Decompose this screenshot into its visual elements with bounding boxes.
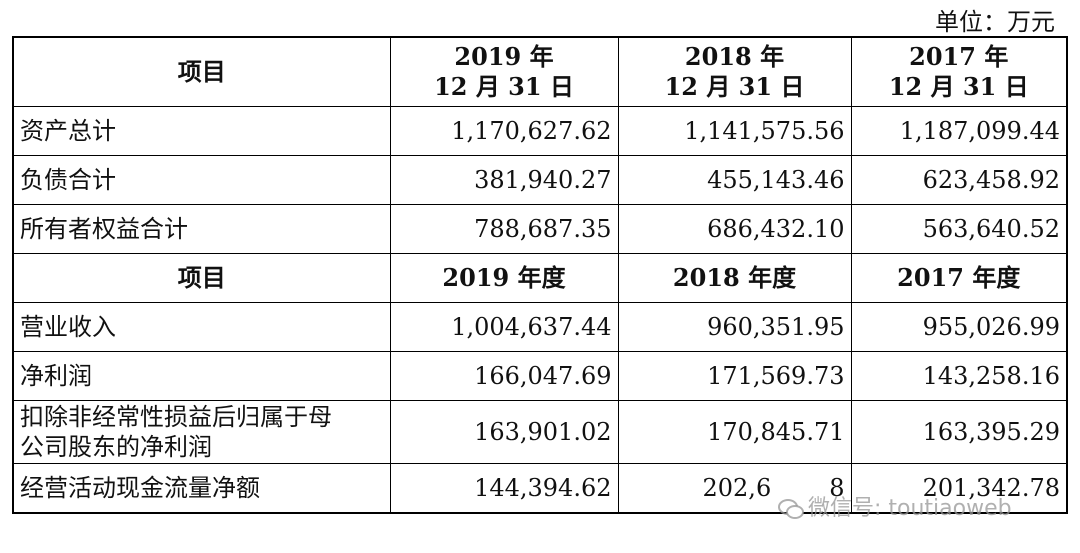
- row-label: 所有者权益合计: [12, 204, 391, 254]
- table-header-row: 项目 2019 年 12 月 31 日 2018 年 12 月 31 日 2017 …: [12, 36, 1068, 107]
- cell-2017: 143,258.16: [850, 351, 1068, 401]
- row-label: 资产总计: [12, 106, 391, 156]
- header-col-2019: 2019 年 12 月 31 日: [389, 36, 619, 107]
- cell-2018: 202,6 8: [617, 463, 852, 514]
- cell-2019: 166,047.69: [389, 351, 619, 401]
- cell-2018: 686,432.10: [617, 204, 852, 254]
- table-row: 净利润 166,047.69 171,569.73 143,258.16: [12, 351, 1068, 401]
- cell-2019: 1,004,637.44: [389, 302, 619, 352]
- row-label: 经营活动现金流量净额: [12, 463, 391, 514]
- table-row: 负债合计 381,940.27 455,143.46 623,458.92: [12, 155, 1068, 205]
- subheader-col-2017: 2017 年度: [850, 253, 1068, 303]
- row-label: 营业收入: [12, 302, 391, 352]
- header-col-2017: 2017 年 12 月 31 日: [850, 36, 1068, 107]
- cell-2018: 170,845.71: [617, 400, 852, 464]
- cell-2019: 144,394.62: [389, 463, 619, 514]
- table-row: 扣除非经常性损益后归属于母 公司股东的净利润 163,901.02 170,845…: [12, 400, 1068, 464]
- cell-2018: 171,569.73: [617, 351, 852, 401]
- subheader-col-2019: 2019 年度: [389, 253, 619, 303]
- header-item: 项目: [12, 36, 391, 107]
- cell-2019: 788,687.35: [389, 204, 619, 254]
- cell-2019: 163,901.02: [389, 400, 619, 464]
- table-row: 经营活动现金流量净额 144,394.62 202,6 8 201,342.78: [12, 463, 1068, 514]
- row-label: 净利润: [12, 351, 391, 401]
- table-row: 营业收入 1,004,637.44 960,351.95 955,026.99: [12, 302, 1068, 352]
- cell-2018: 960,351.95: [617, 302, 852, 352]
- cell-2019: 381,940.27: [389, 155, 619, 205]
- cell-2018: 455,143.46: [617, 155, 852, 205]
- financial-summary-table: 项目 2019 年 12 月 31 日 2018 年 12 月 31 日 2017 …: [12, 36, 1068, 514]
- watermark-text: 微信号: toutiaoweb: [808, 496, 1012, 521]
- cell-2017: 201,342.78: [850, 463, 1068, 514]
- wechat-watermark: 微信号: toutiaoweb: [778, 490, 1012, 522]
- cell-2017: 163,395.29: [850, 400, 1068, 464]
- cell-2019: 1,170,627.62: [389, 106, 619, 156]
- header-col-2018: 2018 年 12 月 31 日: [617, 36, 852, 107]
- table-row: 所有者权益合计 788,687.35 686,432.10 563,640.52: [12, 204, 1068, 254]
- wechat-icon: [778, 498, 804, 520]
- table-subheader-row: 项目 2019 年度 2018 年度 2017 年度: [12, 253, 1068, 303]
- cell-2018: 1,141,575.56: [617, 106, 852, 156]
- table-row: 资产总计 1,170,627.62 1,141,575.56 1,187,099…: [12, 106, 1068, 156]
- row-label: 扣除非经常性损益后归属于母 公司股东的净利润: [12, 400, 391, 464]
- subheader-item: 项目: [12, 253, 391, 303]
- cell-2017: 563,640.52: [850, 204, 1068, 254]
- unit-label: 单位：万元: [935, 8, 1055, 36]
- cell-2017: 623,458.92: [850, 155, 1068, 205]
- subheader-col-2018: 2018 年度: [617, 253, 852, 303]
- cell-2017: 955,026.99: [850, 302, 1068, 352]
- cell-2017: 1,187,099.44: [850, 106, 1068, 156]
- row-label: 负债合计: [12, 155, 391, 205]
